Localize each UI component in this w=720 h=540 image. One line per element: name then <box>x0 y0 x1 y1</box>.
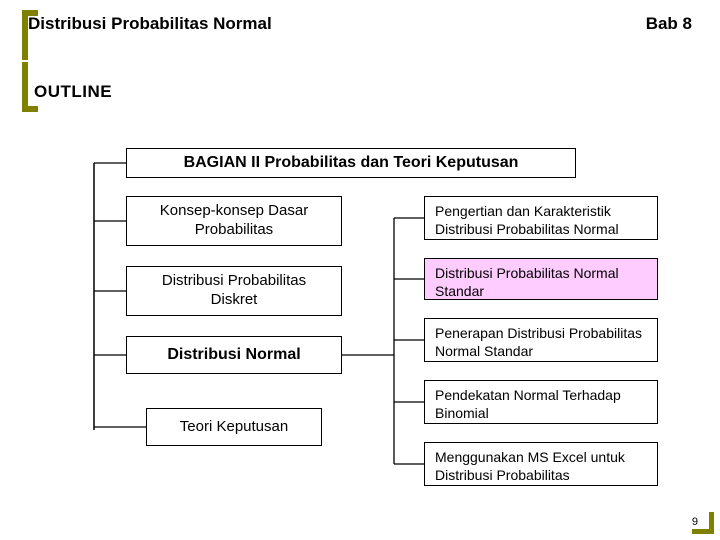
header-chapter: Bab 8 <box>646 14 692 34</box>
left-topic-box: Teori Keputusan <box>146 408 322 446</box>
page-number: 9 <box>692 516 698 528</box>
right-detail-box: Menggunakan MS Excel untuk Distribusi Pr… <box>424 442 658 486</box>
right-detail-box: Pengertian dan Karakteristik Distribusi … <box>424 196 658 240</box>
left-topic-box: Distribusi Probabilitas Diskret <box>126 266 342 316</box>
header-title: Distribusi Probabilitas Normal <box>28 14 272 34</box>
left-topic-box: Konsep-konsep Dasar Probabilitas <box>126 196 342 246</box>
section-title-box: BAGIAN II Probabilitas dan Teori Keputus… <box>126 148 576 178</box>
right-detail-box: Pendekatan Normal Terhadap Binomial <box>424 380 658 424</box>
outline-label: OUTLINE <box>34 82 112 102</box>
bracket-decor-bottom <box>22 62 30 112</box>
right-detail-box: Penerapan Distribusi Probabilitas Normal… <box>424 318 658 362</box>
left-topic-box: Distribusi Normal <box>126 336 342 374</box>
right-detail-box: Distribusi Probabilitas Normal Standar <box>424 258 658 300</box>
slide-header: Distribusi Probabilitas Normal Bab 8 <box>28 14 692 34</box>
